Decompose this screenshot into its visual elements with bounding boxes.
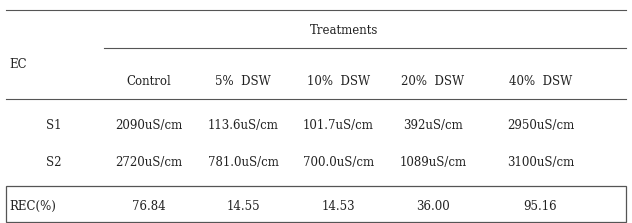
Text: 76.84: 76.84	[131, 200, 166, 213]
Bar	[6, 186, 626, 222]
Text: 36.00: 36.00	[416, 200, 450, 213]
Text: S1: S1	[46, 120, 61, 132]
Text: 5%  DSW: 5% DSW	[216, 75, 271, 88]
Text: 2950uS/cm: 2950uS/cm	[507, 120, 574, 132]
Text: 14.53: 14.53	[321, 200, 355, 213]
Text: 95.16: 95.16	[523, 200, 557, 213]
Text: REC(%): REC(%)	[9, 200, 56, 213]
Text: Treatments: Treatments	[310, 24, 379, 37]
Text: 14.55: 14.55	[226, 200, 260, 213]
Text: EC: EC	[9, 58, 27, 71]
Text: 781.0uS/cm: 781.0uS/cm	[208, 156, 279, 169]
Text: 10%  DSW: 10% DSW	[307, 75, 370, 88]
Text: 2720uS/cm: 2720uS/cm	[115, 156, 182, 169]
Text: 2090uS/cm: 2090uS/cm	[115, 120, 182, 132]
Text: 101.7uS/cm: 101.7uS/cm	[303, 120, 374, 132]
Text: 113.6uS/cm: 113.6uS/cm	[208, 120, 279, 132]
Text: 40%  DSW: 40% DSW	[509, 75, 572, 88]
Text: 1089uS/cm: 1089uS/cm	[399, 156, 466, 169]
Text: 3100uS/cm: 3100uS/cm	[507, 156, 574, 169]
Text: S2: S2	[46, 156, 61, 169]
Text: Control: Control	[126, 75, 171, 88]
Text: 392uS/cm: 392uS/cm	[403, 120, 463, 132]
Text: 20%  DSW: 20% DSW	[401, 75, 465, 88]
Text: 700.0uS/cm: 700.0uS/cm	[303, 156, 374, 169]
